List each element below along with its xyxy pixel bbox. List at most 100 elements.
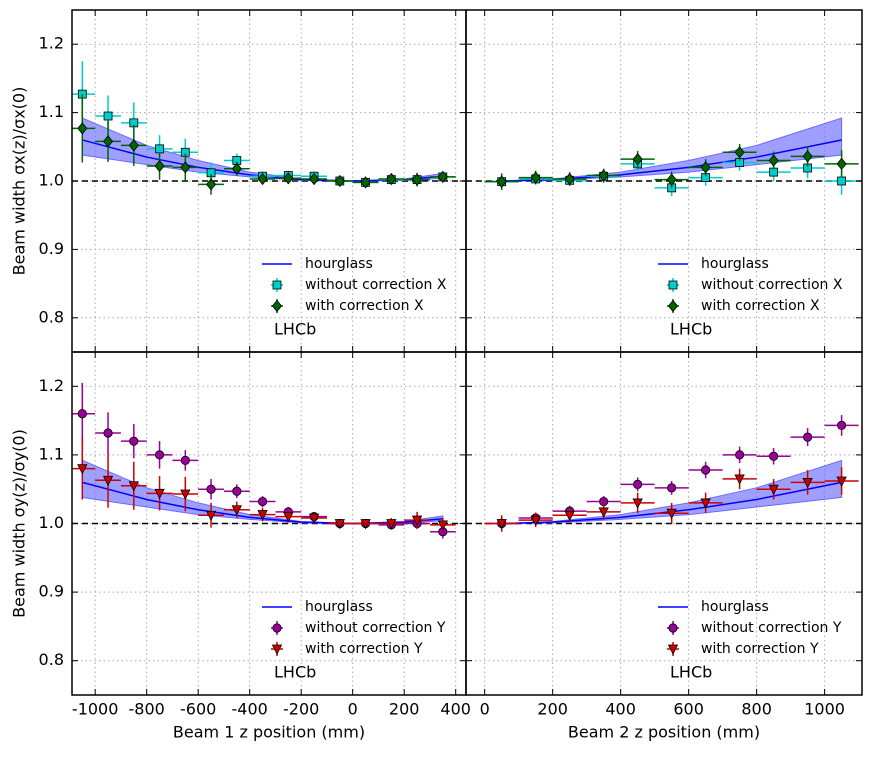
x-tick-label: 400 [440, 700, 471, 719]
legend-label: hourglass [701, 256, 769, 272]
marker [231, 162, 242, 175]
x-axis-label: Beam 2 z position (mm) [568, 723, 760, 742]
marker [667, 299, 679, 313]
x-tick-label: 200 [537, 700, 568, 719]
marker [598, 507, 609, 518]
y-tick-label: 1.1 [39, 102, 64, 121]
marker [283, 512, 294, 523]
marker [180, 489, 191, 500]
marker [271, 299, 283, 313]
marker [564, 172, 575, 186]
x-tick-label: 0 [480, 700, 490, 719]
marker [802, 477, 813, 489]
marker [128, 139, 139, 152]
marker [257, 510, 268, 521]
marker [360, 519, 371, 530]
y-tick-label: 0.9 [39, 239, 64, 258]
plot-area [466, 10, 862, 352]
marker [77, 464, 88, 475]
marker [308, 513, 320, 524]
marker [103, 135, 114, 148]
marker [309, 172, 320, 186]
panel: -1000 -800 -600 -400 -200 0 200 400 0.8 0.9 1.0 1.1… [10, 351, 471, 742]
x-tick-label: -1000 [72, 700, 119, 719]
marker [360, 176, 371, 189]
marker [837, 176, 847, 186]
panel: LHCb [465, 9, 863, 353]
x-tick-label: 1000 [804, 700, 845, 719]
marker [666, 508, 677, 520]
marker [496, 175, 507, 188]
y-tick-label: 1.1 [39, 444, 64, 463]
marker [700, 161, 711, 174]
marker [334, 519, 345, 530]
marker [667, 644, 679, 655]
legend-label: without correction Y [701, 620, 842, 636]
y-tick-label: 1.0 [39, 171, 64, 190]
legend-label: without correction X [701, 277, 843, 293]
marker [768, 484, 779, 496]
legend-label: with correction Y [305, 641, 423, 657]
annotation: LHCb [274, 320, 316, 339]
x-tick-label: -200 [283, 700, 319, 719]
marker [412, 173, 423, 186]
marker [437, 520, 448, 531]
marker [735, 450, 745, 460]
annotation: LHCb [670, 320, 712, 339]
legend: hourglass without correction Y with correc… [262, 599, 446, 657]
marker [768, 154, 779, 167]
panel: 0.8 0.9 1.0 1.1 1.2 LHCb Beam width σx(z)/σx(0… [10, 9, 467, 353]
annotation: LHCb [670, 663, 712, 682]
marker [598, 169, 609, 182]
marker [386, 172, 397, 186]
marker [77, 409, 87, 419]
legend-label: with correction X [701, 298, 820, 314]
x-tick-label: -400 [232, 700, 268, 719]
marker [271, 644, 283, 655]
marker [103, 111, 113, 121]
y-tick-label: 1.2 [39, 34, 64, 53]
x-tick-label: 400 [605, 700, 636, 719]
marker [180, 161, 191, 174]
marker [206, 178, 217, 191]
plot-area [72, 10, 466, 352]
marker [836, 476, 847, 487]
marker [668, 623, 678, 633]
y-axis-label: Beam width σy(z)/σy(0) [10, 429, 29, 618]
y-tick-label: 0.8 [39, 307, 64, 326]
marker [734, 146, 745, 159]
marker [734, 474, 745, 485]
marker [411, 515, 423, 526]
x-tick-label: 600 [673, 700, 704, 719]
x-tick-label: -600 [180, 700, 216, 719]
marker [632, 152, 643, 166]
marker [666, 173, 677, 186]
marker [206, 484, 216, 494]
x-tick-label: 200 [389, 700, 420, 719]
marker [334, 174, 345, 188]
marker [496, 519, 507, 530]
marker [180, 455, 190, 465]
marker [77, 122, 88, 135]
panel: 0 200 400 600 800 1000 LHCb Beam 2 z position (… [465, 351, 863, 742]
marker [155, 144, 164, 154]
frame [465, 351, 863, 696]
marker [530, 171, 541, 184]
legend: hourglass without correction X with correc… [658, 256, 843, 314]
marker [386, 519, 397, 530]
annotation: LHCb [274, 663, 316, 682]
legend-label: hourglass [305, 599, 373, 615]
marker [283, 172, 294, 185]
plot-area [466, 352, 862, 695]
marker [701, 465, 711, 475]
marker [154, 450, 165, 460]
marker [564, 510, 575, 522]
y-tick-label: 1.0 [39, 513, 64, 532]
marker [154, 159, 165, 173]
legend-label: hourglass [701, 599, 769, 615]
marker [837, 420, 847, 431]
marker [437, 170, 448, 184]
marker [803, 432, 813, 442]
marker [272, 280, 282, 290]
